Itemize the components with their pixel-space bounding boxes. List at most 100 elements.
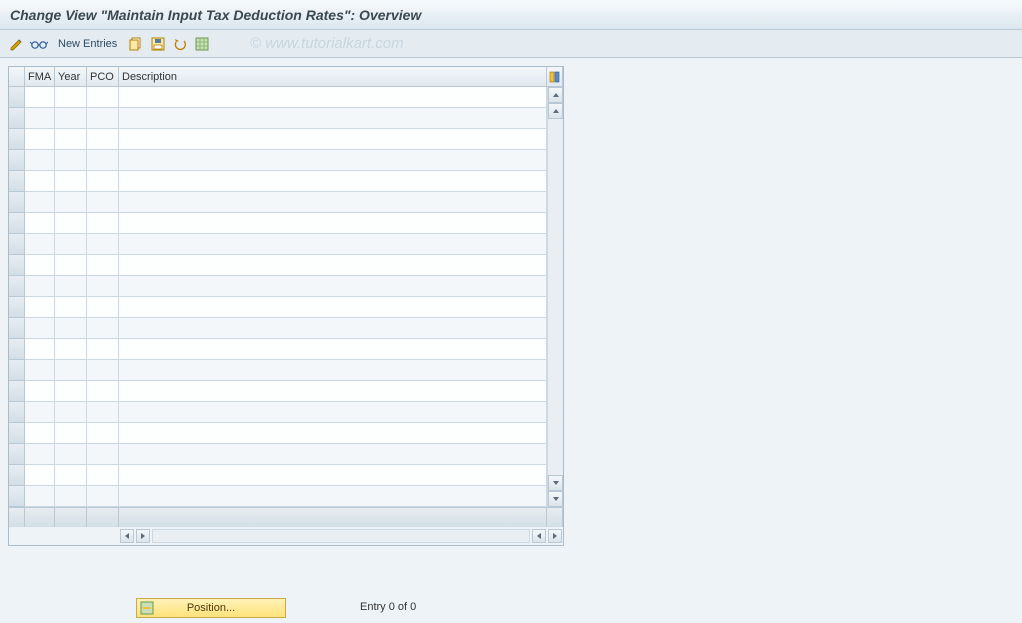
cell-description[interactable] (119, 192, 547, 213)
scroll-track[interactable] (548, 119, 563, 475)
cell-description[interactable] (119, 423, 547, 444)
select-all-icon[interactable] (193, 35, 211, 53)
hscroll-right-inner-icon[interactable] (136, 529, 150, 543)
cell-description[interactable] (119, 213, 547, 234)
row-selector[interactable] (9, 486, 25, 507)
row-selector[interactable] (9, 276, 25, 297)
copy-icon[interactable] (127, 35, 145, 53)
cell-fma[interactable] (25, 276, 55, 297)
cell-fma[interactable] (25, 423, 55, 444)
cell-description[interactable] (119, 297, 547, 318)
cell-pco[interactable] (87, 423, 119, 444)
cell-fma[interactable] (25, 150, 55, 171)
cell-year[interactable] (55, 402, 87, 423)
cell-year[interactable] (55, 381, 87, 402)
cell-pco[interactable] (87, 465, 119, 486)
cell-description[interactable] (119, 276, 547, 297)
cell-year[interactable] (55, 234, 87, 255)
row-selector[interactable] (9, 444, 25, 465)
cell-fma[interactable] (25, 318, 55, 339)
cell-year[interactable] (55, 129, 87, 150)
cell-pco[interactable] (87, 381, 119, 402)
row-selector[interactable] (9, 150, 25, 171)
cell-year[interactable] (55, 339, 87, 360)
row-selector[interactable] (9, 381, 25, 402)
cell-year[interactable] (55, 360, 87, 381)
cell-description[interactable] (119, 486, 547, 507)
scroll-up-icon[interactable] (548, 87, 563, 103)
vertical-scrollbar[interactable] (547, 87, 563, 507)
cell-description[interactable] (119, 402, 547, 423)
cell-description[interactable] (119, 339, 547, 360)
cell-description[interactable] (119, 465, 547, 486)
row-selector[interactable] (9, 108, 25, 129)
cell-year[interactable] (55, 276, 87, 297)
cell-description[interactable] (119, 381, 547, 402)
col-header-year[interactable]: Year (55, 67, 87, 87)
cell-fma[interactable] (25, 255, 55, 276)
scroll-down-icon[interactable] (548, 491, 563, 507)
cell-pco[interactable] (87, 402, 119, 423)
row-selector[interactable] (9, 234, 25, 255)
row-selector[interactable] (9, 339, 25, 360)
cell-pco[interactable] (87, 444, 119, 465)
new-entries-button[interactable]: New Entries (52, 36, 123, 52)
cell-fma[interactable] (25, 465, 55, 486)
change-icon[interactable] (8, 35, 26, 53)
cell-pco[interactable] (87, 297, 119, 318)
cell-fma[interactable] (25, 402, 55, 423)
row-selector[interactable] (9, 360, 25, 381)
cell-fma[interactable] (25, 360, 55, 381)
cell-description[interactable] (119, 129, 547, 150)
hscroll-right-icon[interactable] (548, 529, 562, 543)
cell-description[interactable] (119, 108, 547, 129)
cell-pco[interactable] (87, 213, 119, 234)
row-selector[interactable] (9, 318, 25, 339)
cell-description[interactable] (119, 171, 547, 192)
scroll-down2-icon[interactable] (548, 475, 563, 491)
scroll-up2-icon[interactable] (548, 103, 563, 119)
position-button[interactable]: Position... (136, 598, 286, 618)
cell-description[interactable] (119, 360, 547, 381)
cell-year[interactable] (55, 108, 87, 129)
cell-year[interactable] (55, 255, 87, 276)
row-selector[interactable] (9, 171, 25, 192)
cell-description[interactable] (119, 318, 547, 339)
cell-year[interactable] (55, 297, 87, 318)
hscroll-left-icon[interactable] (120, 529, 134, 543)
cell-year[interactable] (55, 423, 87, 444)
glasses-icon[interactable] (30, 35, 48, 53)
row-selector[interactable] (9, 213, 25, 234)
cell-description[interactable] (119, 234, 547, 255)
hscroll-left-inner-icon[interactable] (532, 529, 546, 543)
cell-year[interactable] (55, 171, 87, 192)
cell-fma[interactable] (25, 339, 55, 360)
undo-icon[interactable] (171, 35, 189, 53)
cell-pco[interactable] (87, 234, 119, 255)
cell-fma[interactable] (25, 381, 55, 402)
cell-description[interactable] (119, 255, 547, 276)
cell-description[interactable] (119, 87, 547, 108)
row-selector[interactable] (9, 423, 25, 444)
row-selector[interactable] (9, 297, 25, 318)
cell-fma[interactable] (25, 213, 55, 234)
cell-pco[interactable] (87, 171, 119, 192)
cell-pco[interactable] (87, 150, 119, 171)
cell-fma[interactable] (25, 486, 55, 507)
row-selector[interactable] (9, 255, 25, 276)
cell-year[interactable] (55, 465, 87, 486)
save-variant-icon[interactable] (149, 35, 167, 53)
cell-pco[interactable] (87, 192, 119, 213)
cell-fma[interactable] (25, 129, 55, 150)
row-selector[interactable] (9, 87, 25, 108)
select-all-header[interactable] (9, 67, 25, 87)
cell-fma[interactable] (25, 108, 55, 129)
cell-pco[interactable] (87, 318, 119, 339)
cell-pco[interactable] (87, 87, 119, 108)
cell-pco[interactable] (87, 339, 119, 360)
col-header-pco[interactable]: PCO (87, 67, 119, 87)
table-config-icon[interactable] (547, 67, 563, 87)
cell-description[interactable] (119, 444, 547, 465)
cell-fma[interactable] (25, 87, 55, 108)
hscroll-track[interactable] (152, 529, 530, 543)
